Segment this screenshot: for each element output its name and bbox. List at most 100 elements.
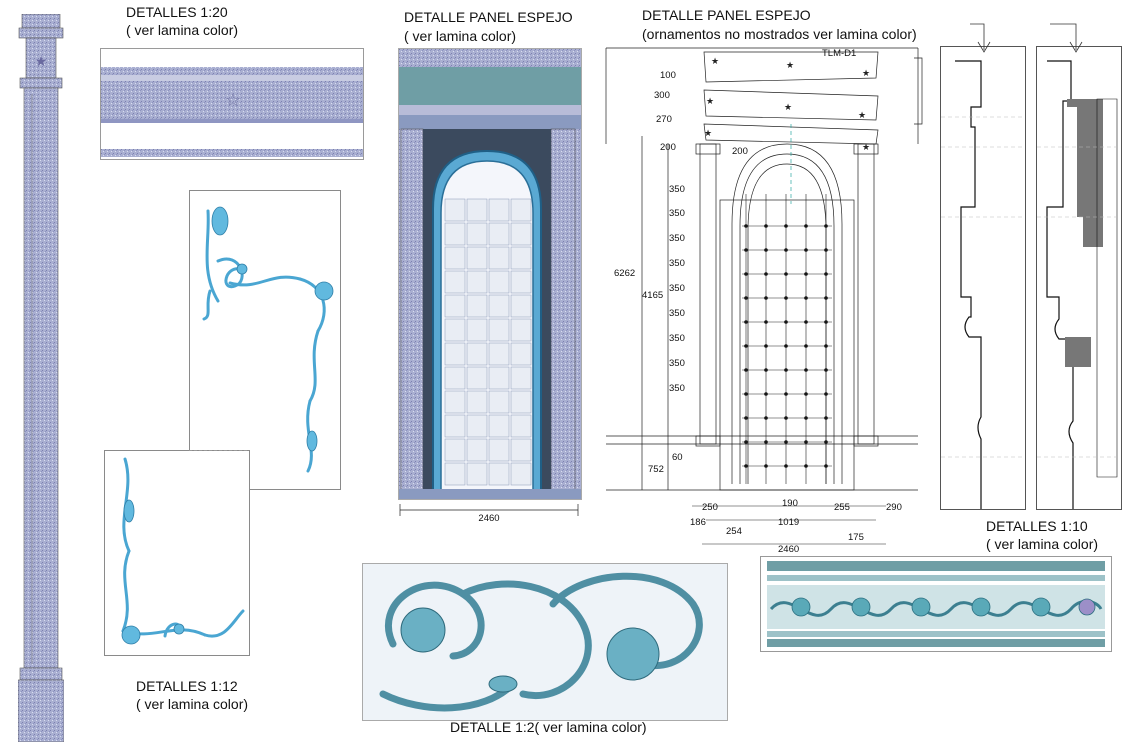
mirror-tile (466, 414, 488, 438)
panel-width-label: 2460 (478, 513, 499, 524)
frieze-band-drawing (767, 561, 1105, 647)
mirror-tile (510, 246, 532, 270)
mirror-grid (742, 194, 832, 484)
mirror-tile (510, 198, 532, 222)
mirror-tile (466, 318, 488, 342)
ornament-overlap-line (189, 450, 247, 451)
dim-row-3: 350 (669, 233, 685, 244)
dim-bottom-1019: 1019 (778, 517, 799, 528)
dim-total-height: 6262 (614, 268, 635, 279)
dim-base-60: 60 (672, 452, 683, 463)
dim-row-1: 350 (669, 184, 685, 195)
mirror-tile (466, 198, 488, 222)
row-dimension-ladder: 350 350 350 350 350 350 350 350 350 (669, 184, 685, 394)
dim-row-8: 350 (669, 358, 685, 369)
mirror-tile (510, 222, 532, 246)
svg-text:★: ★ (858, 110, 866, 120)
dim-row-4: 350 (669, 258, 685, 269)
molding-profile-1 (940, 46, 1026, 510)
mirror-tile (466, 270, 488, 294)
mirror-tile (488, 318, 510, 342)
dim-bottom-total: 2460 (778, 544, 799, 555)
mirror-tile (510, 318, 532, 342)
dim-bottom-175: 175 (848, 532, 864, 543)
panel-width-dimension: 2460 (399, 504, 579, 524)
svg-text:★: ★ (784, 102, 792, 112)
mirror-panel-drawing (399, 49, 581, 500)
detalle-1-2-title: DETALLE 1:2( ver lamina color) (450, 719, 647, 735)
dim-bottom-250: 250 (702, 502, 718, 513)
detalles-1-12-subtitle: ( ver lamina color) (136, 696, 249, 712)
dim-row-9: 350 (669, 383, 685, 394)
svg-text:★: ★ (862, 68, 870, 78)
mirror-tile (488, 246, 510, 270)
mirror-tile (444, 342, 466, 366)
mirror-tile (466, 462, 488, 486)
mirror-tile (488, 270, 510, 294)
mirror-tile (510, 342, 532, 366)
section-arrows (970, 23, 1083, 53)
panel-espejo-right-title: DETALLE PANEL ESPEJO (642, 7, 811, 23)
dim-column-200-left: 200 (660, 142, 676, 153)
mirror-tile (510, 414, 532, 438)
scroll-ornament-top (202, 206, 334, 473)
svg-text:★: ★ (711, 56, 719, 66)
panel-espejo-elevation: ★ ★ ★ ★ ★ ★ ★ ★ TLM-D1 100 300 270 200 200 62… (605, 47, 923, 555)
mirror-tile (444, 462, 466, 486)
mirror-tile (488, 462, 510, 486)
dim-column-200-right: 200 (732, 146, 748, 157)
mirror-tile (510, 366, 532, 390)
dim-row-6: 350 (669, 308, 685, 319)
mirror-tile (466, 366, 488, 390)
mirror-tile (444, 318, 466, 342)
mirror-tile (510, 390, 532, 414)
cornice-molding-drawing: ☆ (101, 67, 363, 157)
dim-bottom-255: 255 (834, 502, 850, 513)
svg-text:★: ★ (786, 60, 794, 70)
mirror-tiles (444, 198, 532, 486)
dim-row-7: 350 (669, 333, 685, 344)
mirror-tile (466, 342, 488, 366)
mirror-tile (488, 390, 510, 414)
mirror-tile (488, 342, 510, 366)
mirror-tile (488, 198, 510, 222)
mirror-tile (488, 366, 510, 390)
detalles-1-12-title: DETALLES 1:12 (136, 678, 238, 694)
mirror-tile (444, 414, 466, 438)
mirror-tile (488, 294, 510, 318)
mirror-tile (444, 198, 466, 222)
pilaster-column: ★ (17, 13, 65, 743)
dim-bottom-186: 186 (690, 517, 706, 528)
mirror-tile (444, 222, 466, 246)
panel-espejo-color-render (398, 48, 582, 500)
mirror-tile (510, 438, 532, 462)
ornament-corner-top (189, 190, 341, 490)
panel-espejo-left-subtitle: ( ver lamina color) (404, 28, 517, 44)
mirror-tile (488, 438, 510, 462)
ornament-corner-bottom (104, 450, 250, 656)
dim-bottom-254: 254 (726, 526, 742, 537)
svg-text:★: ★ (862, 142, 870, 152)
mirror-tile (444, 390, 466, 414)
mirror-tile (444, 270, 466, 294)
detalles-1-10-title: DETALLES 1:10 (986, 518, 1088, 534)
scroll-ornament-bottom (121, 457, 245, 645)
mirror-tile (466, 438, 488, 462)
mirror-tile (444, 246, 466, 270)
dim-bottom-290: 290 (886, 502, 902, 513)
detalles-1-10-subtitle: ( ver lamina color) (986, 536, 1099, 552)
mirror-tile (466, 390, 488, 414)
svg-text:★: ★ (706, 96, 714, 106)
svg-text:★: ★ (704, 128, 712, 138)
dim-cornice-100: 100 (660, 70, 676, 81)
dim-cornice-270: 270 (656, 114, 672, 125)
dim-base-752: 752 (648, 464, 664, 475)
mirror-tile (444, 438, 466, 462)
dim-row-2: 350 (669, 208, 685, 219)
cornice-detail-1-20: ☆ (100, 48, 364, 160)
pilaster-drawing: ★ (17, 13, 65, 743)
ornamentos-note: (ornamentos no mostrados ver lamina colo… (642, 26, 917, 42)
drawing-code: TLM-D1 (822, 48, 856, 59)
scroll-detail-drawing (379, 572, 703, 712)
frieze-band-1-10 (760, 556, 1112, 652)
